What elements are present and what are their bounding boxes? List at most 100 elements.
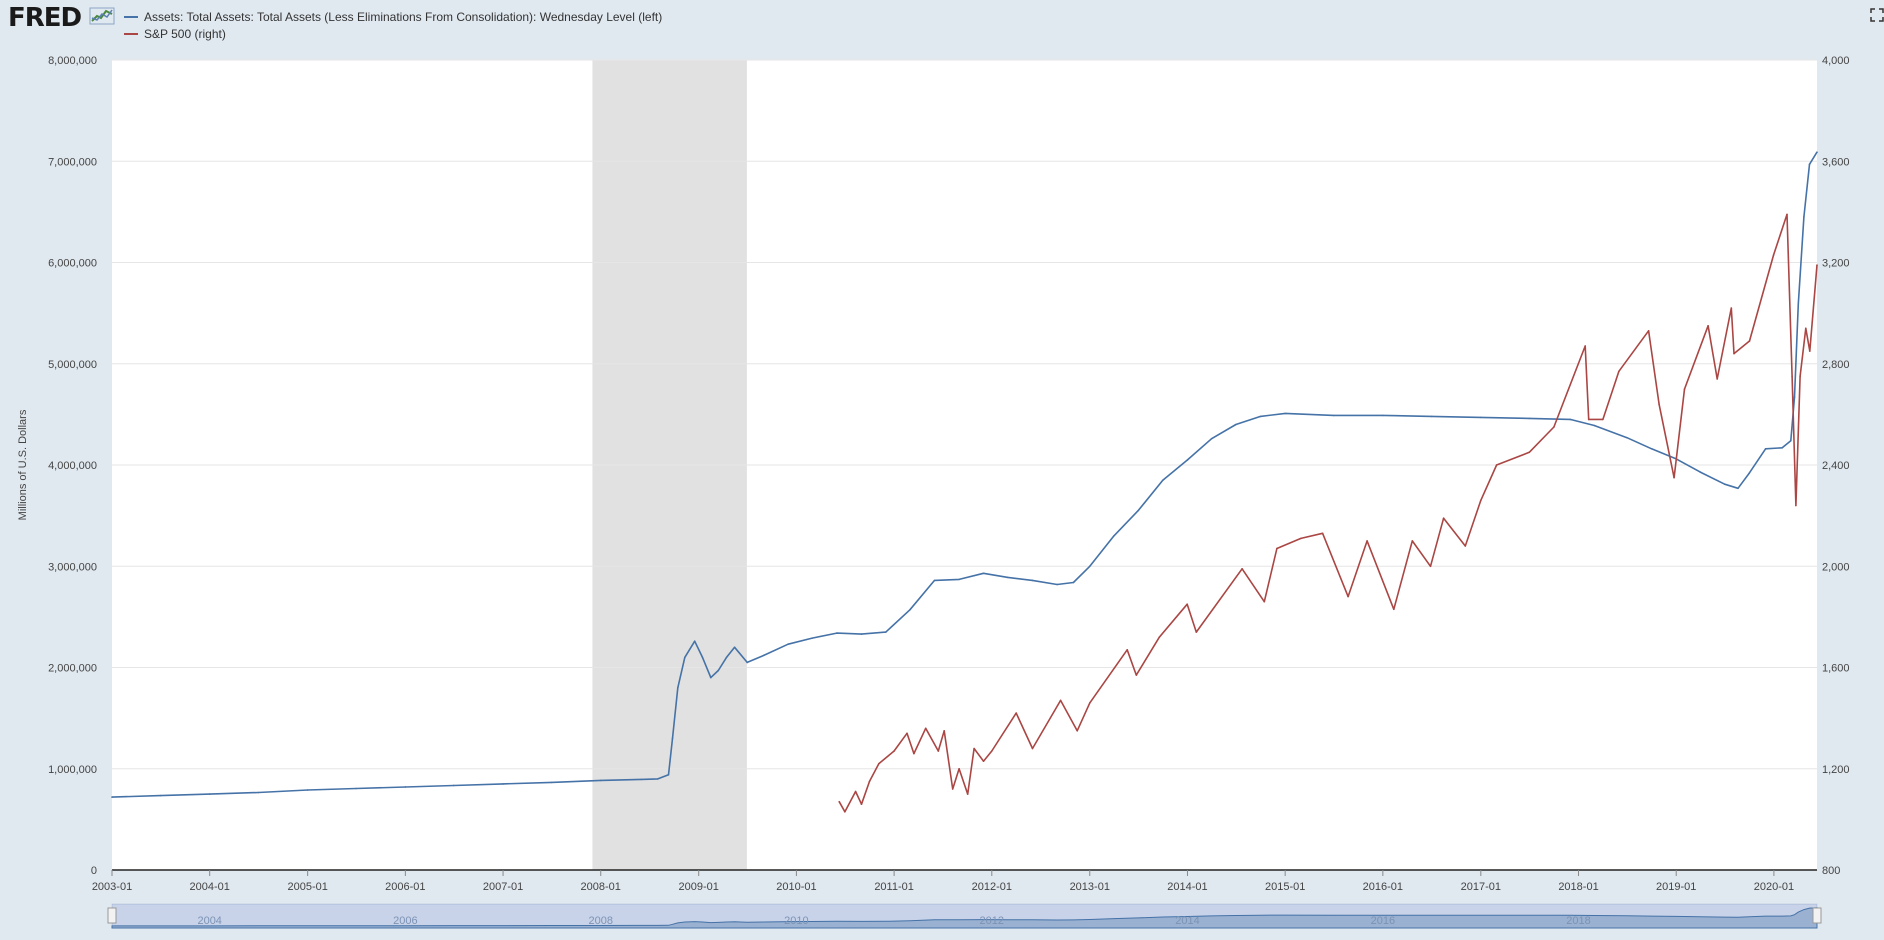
- data-point-sp500: [1528, 451, 1531, 454]
- navigator-label: 2004: [197, 915, 221, 927]
- data-point-assets: [1072, 581, 1075, 584]
- navigator-label: 2018: [1566, 915, 1590, 927]
- y-tick-label-right: 3,200: [1822, 258, 1850, 270]
- x-tick-label: 2008-01: [581, 881, 621, 893]
- data-point-assets: [111, 796, 113, 798]
- y-tick-label-left: 8,000,000: [48, 55, 97, 67]
- data-point-sp500: [1673, 476, 1675, 479]
- data-point-sp500: [1411, 540, 1414, 542]
- data-point-assets: [355, 787, 357, 790]
- data-point-assets: [1808, 163, 1811, 166]
- x-tick-label: 2010-01: [776, 881, 816, 893]
- data-point-sp500: [1263, 600, 1266, 603]
- data-point-assets: [933, 579, 936, 582]
- data-point-assets: [1803, 216, 1805, 218]
- x-tick-label: 2004-01: [190, 881, 230, 893]
- navigator-selection[interactable]: [112, 904, 1817, 928]
- data-point-assets: [502, 783, 504, 785]
- data-point-sp500: [982, 760, 985, 762]
- data-point-assets: [667, 774, 670, 776]
- navigator-handle-left[interactable]: [107, 907, 117, 924]
- y-tick-label-left: 7,000,000: [48, 156, 97, 168]
- data-point-assets: [640, 778, 643, 781]
- data-point-assets: [1137, 509, 1140, 512]
- data-point-assets: [746, 661, 748, 664]
- data-point-sp500: [951, 788, 954, 790]
- data-point-sp500: [1786, 213, 1788, 216]
- data-point-assets: [733, 646, 736, 649]
- gridlines: [112, 59, 1817, 770]
- fullscreen-icon[interactable]: [1870, 8, 1884, 22]
- data-point-sp500: [966, 793, 969, 795]
- x-tick-label: 2020-01: [1754, 881, 1794, 893]
- data-point-assets: [1382, 414, 1384, 417]
- data-point-sp500: [1707, 324, 1709, 327]
- data-point-sp500: [1347, 595, 1349, 598]
- data-point-assets: [1430, 415, 1433, 418]
- data-point-sp500: [991, 750, 993, 752]
- data-point-sp500: [1748, 340, 1751, 342]
- data-point-assets: [787, 643, 789, 646]
- data-point-sp500: [893, 750, 895, 752]
- y-tick-label-right: 3,600: [1822, 156, 1850, 168]
- data-point-sp500: [1480, 499, 1482, 502]
- data-point-sp500: [1241, 567, 1243, 570]
- x-tick-label: 2019-01: [1656, 881, 1696, 893]
- y-tick-label-left: 2,000,000: [48, 663, 97, 675]
- data-point-sp500: [1584, 345, 1587, 347]
- data-point-sp500: [868, 780, 871, 783]
- data-point-assets: [1332, 414, 1335, 417]
- data-point-sp500: [1126, 648, 1129, 651]
- data-point-assets: [1764, 448, 1767, 450]
- data-point-sp500: [854, 790, 857, 793]
- data-point-assets: [404, 786, 407, 788]
- x-tick-label: 2009-01: [679, 881, 719, 893]
- navigator-series: [111, 907, 1818, 929]
- legend-label-sp500: S&P 500 (right): [144, 26, 226, 41]
- data-point-assets: [1723, 483, 1726, 486]
- y-tick-label-left: 6,000,000: [48, 258, 97, 270]
- data-point-assets: [982, 572, 985, 575]
- navigator-handle-right[interactable]: [1812, 907, 1822, 924]
- fred-logo[interactable]: FRED: [8, 3, 82, 33]
- data-point-assets: [1569, 418, 1572, 421]
- data-point-assets: [1284, 412, 1286, 415]
- data-point-sp500: [1088, 702, 1091, 704]
- data-point-sp500: [1059, 699, 1062, 702]
- data-point-sp500: [878, 762, 880, 765]
- x-tick-label: 2013-01: [1070, 881, 1110, 893]
- x-tick-label: 2006-01: [385, 881, 425, 893]
- data-point-assets: [958, 578, 960, 581]
- data-point-assets: [257, 791, 260, 794]
- data-point-sp500: [1808, 350, 1811, 352]
- data-point-sp500: [1795, 504, 1797, 507]
- data-point-sp500: [1716, 378, 1718, 380]
- data-point-assets: [677, 686, 679, 689]
- data-point-assets: [1056, 583, 1058, 586]
- data-point-sp500: [1276, 547, 1278, 550]
- data-point-assets: [1528, 417, 1531, 420]
- data-point-sp500: [943, 729, 945, 732]
- data-point-sp500: [958, 767, 960, 770]
- data-point-assets: [306, 789, 309, 791]
- data-point-sp500: [1429, 565, 1432, 568]
- navigator-label: 2010: [784, 915, 808, 927]
- data-point-sp500: [937, 750, 940, 752]
- data-point-assets: [1797, 303, 1800, 305]
- data-point-assets: [693, 640, 696, 642]
- data-point-assets: [1793, 396, 1796, 398]
- x-tick-label: 2003-01: [92, 881, 132, 893]
- axes: 0 1,000,000 2,000,000 3,000,000 4,000,000 5,0…: [48, 55, 1849, 893]
- data-point-sp500: [844, 810, 846, 813]
- y-tick-label-left: 5,000,000: [48, 359, 97, 371]
- data-point-assets: [725, 656, 728, 659]
- range-navigator[interactable]: 2004 2006 2008 2010 2012 2014 2016 2018: [107, 903, 1822, 929]
- data-point-sp500: [1647, 330, 1650, 332]
- x-tick-label: 2014-01: [1167, 881, 1207, 893]
- legend-swatch-assets: [124, 15, 138, 18]
- y-tick-label-left: 0: [91, 865, 97, 877]
- legend-item-assets[interactable]: Assets: Total Assets: Total Assets (Less…: [124, 8, 662, 25]
- legend-item-sp500[interactable]: S&P 500 (right): [124, 25, 662, 42]
- data-point-assets: [1737, 487, 1739, 490]
